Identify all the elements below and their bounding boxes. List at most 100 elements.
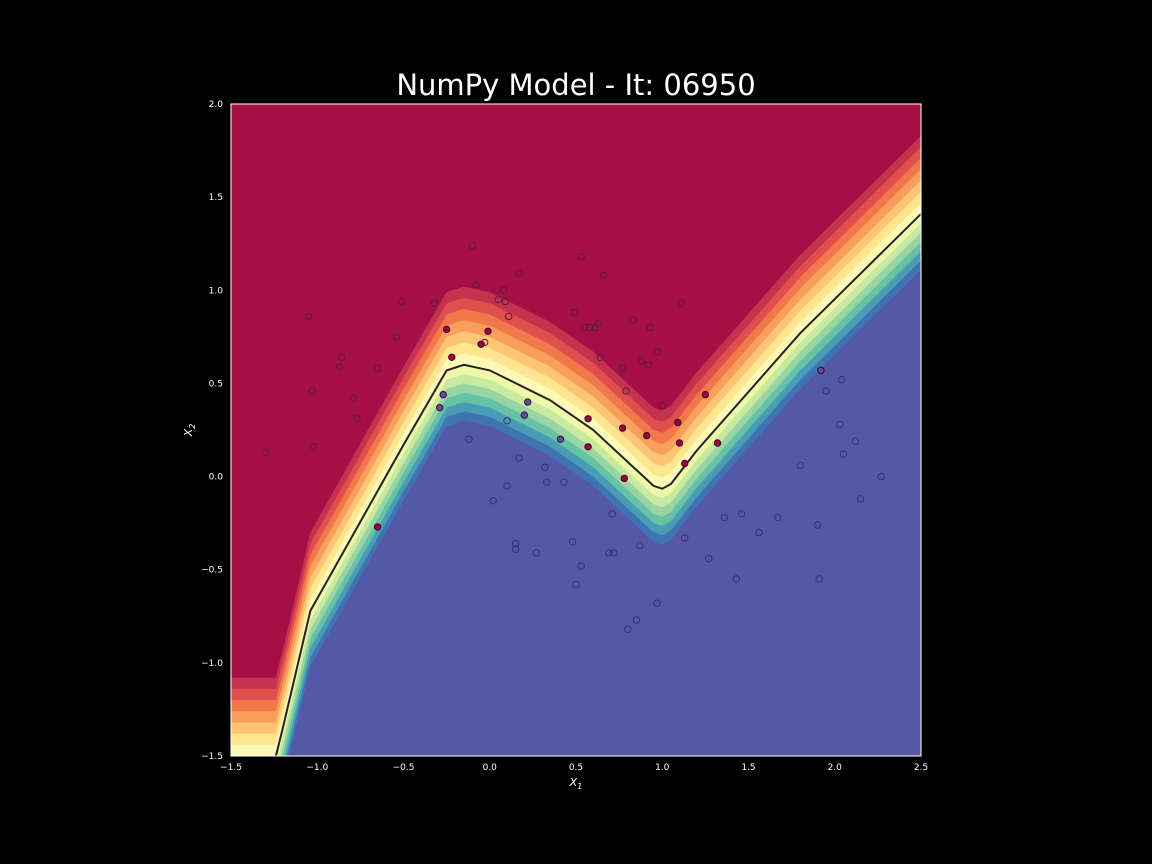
test-point <box>836 420 844 429</box>
test-point <box>304 312 313 321</box>
decision-surface <box>231 104 921 756</box>
plot-frame <box>230 103 922 757</box>
test-point <box>624 625 632 633</box>
train-point <box>713 439 722 447</box>
y-tick-label: 0.5 <box>209 379 223 389</box>
train-point <box>439 390 447 399</box>
x-tick-label: 2.5 <box>914 763 928 773</box>
test-point <box>560 478 568 486</box>
test-point <box>646 323 654 332</box>
y-tick-label: 1.0 <box>209 286 224 296</box>
test-point <box>610 549 618 557</box>
train-point <box>674 418 682 427</box>
x-tick-label: −1.5 <box>220 763 242 773</box>
y-tick-label: 2.0 <box>209 100 224 110</box>
test-point <box>774 513 782 522</box>
test-point <box>737 510 746 518</box>
train-point <box>442 325 451 334</box>
test-point <box>494 295 503 304</box>
test-point <box>677 299 685 307</box>
test-point <box>468 241 477 250</box>
test-point <box>472 281 480 289</box>
train-point <box>448 353 456 361</box>
test-point <box>851 437 860 445</box>
train-point <box>524 398 532 406</box>
y-tick-label: −1.0 <box>201 659 223 669</box>
test-point <box>622 387 630 395</box>
boundary-line <box>274 213 921 756</box>
train-point <box>520 411 528 419</box>
test-point <box>337 353 346 361</box>
test-point <box>594 320 603 328</box>
test-point <box>373 364 382 373</box>
test-point <box>837 376 846 384</box>
test-point <box>568 538 577 546</box>
test-point <box>349 394 358 402</box>
test-point <box>503 417 511 425</box>
train-point <box>620 474 628 483</box>
y-axis-label: X2 <box>182 424 197 438</box>
test-point <box>503 482 511 490</box>
test-point <box>543 478 551 486</box>
test-point <box>430 299 439 307</box>
test-point <box>577 253 585 261</box>
test-point <box>720 513 729 522</box>
train-point <box>643 431 651 440</box>
test-point <box>732 575 741 583</box>
y-tick-label: −0.5 <box>201 566 223 576</box>
test-point <box>839 450 848 458</box>
test-point <box>856 495 865 503</box>
test-point <box>813 521 822 529</box>
train-point <box>556 435 565 443</box>
train-point <box>584 415 592 423</box>
test-point <box>392 333 401 341</box>
x-axis-label: X1 <box>569 776 583 791</box>
test-point <box>489 497 497 505</box>
y-tick-label: 0.0 <box>209 473 224 483</box>
x-tick-label: −1.0 <box>306 763 328 773</box>
test-point <box>877 472 885 481</box>
x-tick-label: 2.0 <box>828 763 843 773</box>
test-point <box>511 539 520 548</box>
test-point <box>515 454 523 462</box>
test-point <box>541 463 549 471</box>
test-point <box>822 387 830 395</box>
test-point <box>815 575 823 583</box>
test-point <box>596 353 604 361</box>
x-tick-label: 0.5 <box>569 763 583 773</box>
test-point <box>796 461 804 470</box>
test-point <box>681 534 689 542</box>
test-point <box>629 316 637 324</box>
test-point <box>353 415 361 423</box>
test-point <box>501 297 509 306</box>
test-point <box>515 269 523 278</box>
test-point <box>336 363 344 371</box>
y-tick-label: 1.5 <box>209 193 223 203</box>
train-point <box>618 424 627 432</box>
test-point <box>653 599 661 607</box>
train-point <box>681 459 689 468</box>
test-point <box>532 549 540 557</box>
test-point <box>608 510 616 518</box>
test-point <box>261 448 270 457</box>
test-point <box>577 562 585 570</box>
test-point <box>570 308 578 317</box>
x-axis-ticks: −1.5 −1.0 −0.5 0.0 0.5 1.0 1.5 2.0 2.5 <box>220 763 928 773</box>
y-axis-ticks: −1.5 −1.0 −0.5 0.0 0.5 1.0 1.5 2.0 <box>201 100 223 762</box>
train-point <box>584 443 592 451</box>
train-point <box>701 390 710 399</box>
test-point <box>618 364 627 373</box>
x-tick-label: 0.0 <box>483 763 498 773</box>
test-point <box>465 435 473 443</box>
test-point <box>480 338 489 347</box>
x-tick-label: 1.0 <box>655 763 670 773</box>
data-points <box>261 241 885 633</box>
test-point <box>310 443 318 451</box>
test-point <box>580 323 589 332</box>
test-point <box>653 348 661 356</box>
test-point <box>511 545 520 553</box>
test-point <box>499 286 508 294</box>
x-tick-label: 1.5 <box>741 763 755 773</box>
train-point <box>484 327 492 335</box>
